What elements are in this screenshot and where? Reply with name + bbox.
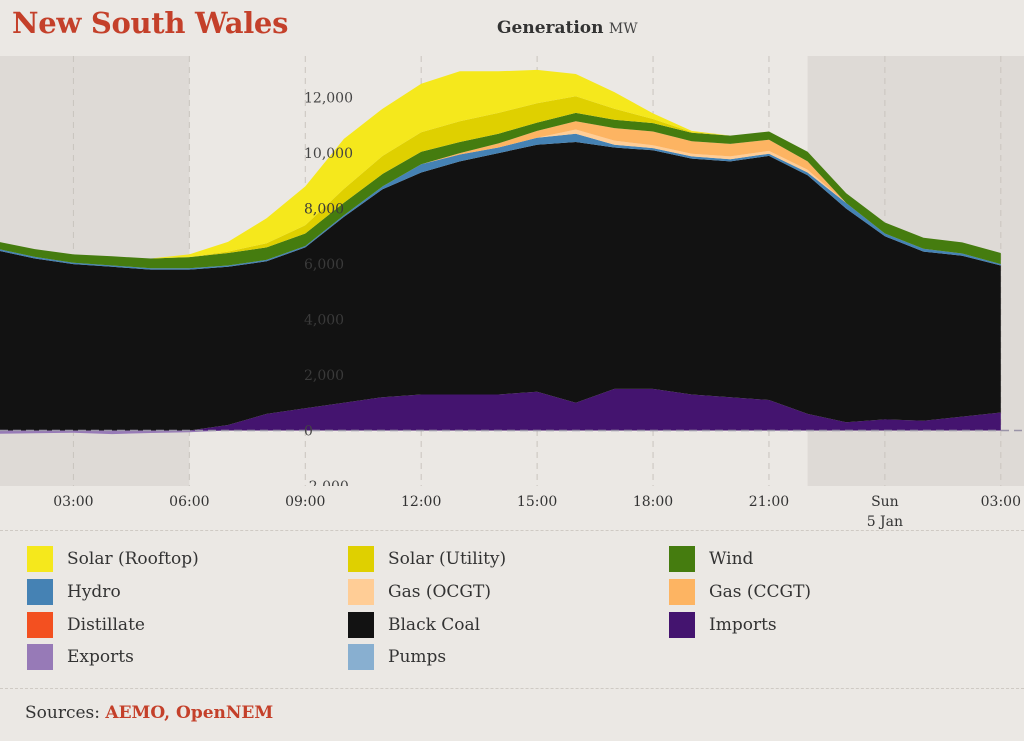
y-tick-label: 8,000 — [304, 202, 344, 218]
y-tick-label: 0 — [304, 424, 313, 440]
x-tick-label: 03:00 — [981, 494, 1021, 510]
area-solar-rooftop — [0, 69, 1001, 259]
legend-swatch — [669, 579, 695, 605]
sources-label: Sources: — [25, 703, 100, 723]
legend-item-hydro[interactable]: Hydro — [27, 579, 121, 605]
legend-label: Distillate — [67, 615, 145, 635]
chart-title: Generation MW — [497, 18, 638, 38]
legend-swatch — [348, 612, 374, 638]
x-tick-label: 09:00 — [285, 494, 325, 510]
y-tick-label: 2,000 — [304, 368, 344, 384]
legend-swatch — [669, 612, 695, 638]
chart-title-main: Generation — [497, 18, 604, 38]
legend-item-solar-rooftop[interactable]: Solar (Rooftop) — [27, 546, 199, 572]
legend-label: Hydro — [67, 582, 121, 602]
x-tick-label: 15:00 — [517, 494, 557, 510]
legend-item-distillate[interactable]: Distillate — [27, 612, 145, 638]
area-exports — [0, 430, 1001, 435]
legend: Solar (Rooftop) Solar (Utility) Wind Hyd… — [0, 530, 1024, 686]
y-tick-label: 4,000 — [304, 313, 344, 329]
legend-label: Gas (CCGT) — [709, 582, 812, 602]
legend-label: Imports — [709, 615, 777, 635]
legend-swatch — [669, 546, 695, 572]
legend-item-wind[interactable]: Wind — [669, 546, 753, 572]
legend-item-imports[interactable]: Imports — [669, 612, 777, 638]
legend-item-gas-ccgt[interactable]: Gas (CCGT) — [669, 579, 811, 605]
y-tick-label: 10,000 — [304, 146, 353, 162]
legend-label: Black Coal — [388, 615, 481, 635]
legend-label: Solar (Utility) — [388, 549, 507, 569]
legend-item-solar-utility[interactable]: Solar (Utility) — [348, 546, 506, 572]
legend-swatch — [27, 546, 53, 572]
chart-title-unit: MW — [608, 21, 638, 37]
x-tick-label: 12:00 — [401, 494, 441, 510]
legend-label: Pumps — [388, 647, 447, 667]
x-tick-label: 06:00 — [169, 494, 209, 510]
area-black-coal — [0, 142, 1001, 431]
x-tick-sublabel: 5 Jan — [867, 514, 903, 530]
region-title[interactable]: New South Wales — [12, 6, 289, 40]
x-tick-label: 18:00 — [633, 494, 673, 510]
y-tick-label: 6,000 — [304, 257, 344, 273]
legend-swatch — [27, 579, 53, 605]
legend-swatch — [27, 612, 53, 638]
legend-item-black-coal[interactable]: Black Coal — [348, 612, 480, 638]
legend-swatch — [348, 546, 374, 572]
legend-swatch — [27, 644, 53, 670]
area-solar-utility — [0, 96, 1001, 259]
x-tick-label: 03:00 — [53, 494, 93, 510]
legend-item-exports[interactable]: Exports — [27, 644, 134, 670]
footer: Sources: AEMO, OpenNEM — [0, 688, 1024, 741]
area-imports — [0, 388, 1001, 431]
legend-label: Wind — [709, 549, 754, 569]
legend-swatch — [348, 579, 374, 605]
x-tick-label: Sun — [871, 494, 899, 510]
legend-swatch — [348, 644, 374, 670]
x-axis-band — [0, 486, 1024, 530]
generation-chart[interactable]: -2,00002,0004,0006,0008,00010,00012,0000… — [0, 56, 1024, 530]
x-tick-label: 21:00 — [749, 494, 789, 510]
legend-label: Solar (Rooftop) — [67, 549, 199, 569]
y-tick-label: 12,000 — [304, 91, 353, 107]
legend-label: Exports — [67, 647, 134, 667]
legend-label: Gas (OCGT) — [388, 582, 491, 602]
sources-links[interactable]: AEMO, OpenNEM — [105, 703, 274, 723]
sources: Sources: AEMO, OpenNEM — [25, 703, 273, 723]
legend-item-pumps[interactable]: Pumps — [348, 644, 446, 670]
legend-item-gas-ocgt[interactable]: Gas (OCGT) — [348, 579, 491, 605]
header: New South Wales Generation MW — [0, 0, 1024, 56]
